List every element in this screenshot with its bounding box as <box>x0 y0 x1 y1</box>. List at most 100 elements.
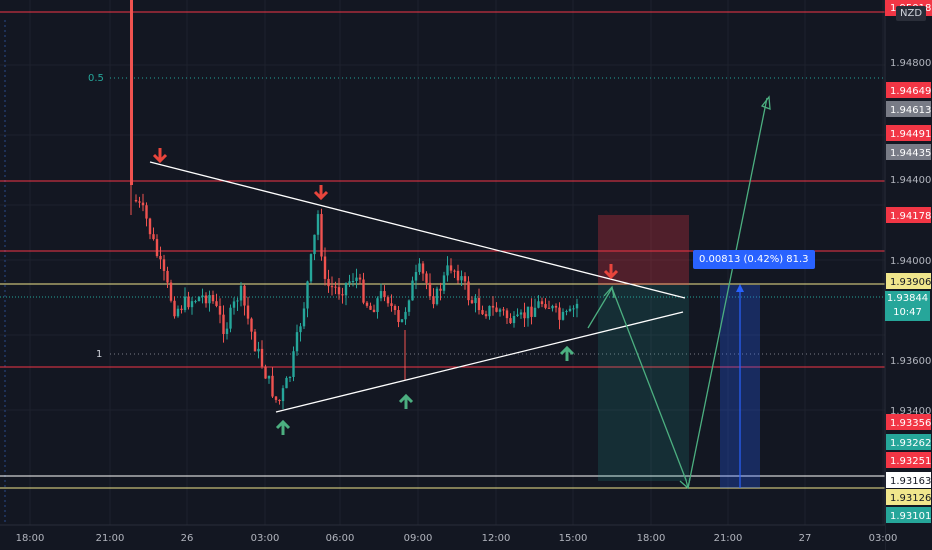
candle-body <box>197 296 201 302</box>
upper-trendline <box>149 161 686 299</box>
price-tag <box>886 414 931 430</box>
price-tag <box>886 82 931 98</box>
candle-body <box>400 319 404 323</box>
candle-body <box>509 318 512 324</box>
time-tick-label: 26 <box>181 533 194 544</box>
price-tag-label: 1.93251 <box>890 456 931 467</box>
time-axis-bg <box>0 525 885 550</box>
candle-body <box>386 297 390 304</box>
candle-body <box>236 300 239 302</box>
price-tag-label: 1.93356 <box>890 418 931 429</box>
candle-body <box>260 348 264 367</box>
price-tag <box>886 273 931 289</box>
grid-lines <box>0 0 885 525</box>
candle-body <box>421 263 425 274</box>
price-tag <box>886 452 931 468</box>
candle-body <box>477 297 481 311</box>
candle-body <box>484 314 488 317</box>
sell-arrow-head <box>313 190 329 201</box>
time-tick-label: 27 <box>799 533 812 544</box>
price-tag-label: 1.93101 <box>890 511 931 522</box>
candle-body <box>253 331 257 352</box>
price-tag <box>886 489 931 505</box>
candle-body <box>365 302 369 306</box>
candle-body <box>537 301 540 308</box>
candle-body <box>463 276 467 282</box>
candle-body <box>379 291 383 299</box>
candle-body <box>376 298 379 313</box>
price-tick-label: 1.94000 <box>890 256 931 267</box>
candle-body <box>281 388 285 402</box>
price-tag <box>886 101 931 117</box>
candle-body <box>558 307 561 320</box>
price-tag-label: 1.94435 <box>890 148 931 159</box>
candle-body <box>187 296 190 308</box>
candle-body <box>491 305 495 308</box>
candle-body <box>502 309 505 311</box>
candle-body <box>435 288 439 305</box>
candle-body <box>271 375 274 397</box>
time-tick-label: 15:00 <box>559 533 588 544</box>
candle-body <box>561 311 565 320</box>
candle-body <box>540 301 544 305</box>
candle-body <box>246 305 250 319</box>
price-axis: 1.948001.944001.940001.936001.934001.950… <box>884 0 932 550</box>
candle-body <box>232 301 236 308</box>
candle-body <box>495 307 498 312</box>
price-tag-label: 1.93262 <box>890 438 931 449</box>
candle-body <box>383 291 386 298</box>
projection-arrow-head <box>760 95 771 110</box>
candle-body <box>530 306 533 317</box>
price-tag <box>886 434 931 450</box>
buy-arrow-head <box>275 419 291 430</box>
candle-body <box>470 300 474 304</box>
candle-body <box>138 201 141 203</box>
time-tick-label: 18:00 <box>16 533 45 544</box>
price-tick-label: 1.93600 <box>890 356 931 367</box>
candle-body <box>285 377 288 389</box>
candle-body <box>309 254 313 282</box>
candle-body <box>358 277 362 280</box>
candle-body <box>516 314 519 317</box>
candle-body <box>180 308 183 311</box>
price-tag <box>886 125 931 141</box>
candle-body <box>498 309 502 312</box>
candle-body <box>404 311 407 320</box>
candle-body <box>316 214 320 235</box>
candle-body <box>239 285 243 301</box>
candle-body <box>159 255 162 260</box>
candle-body <box>211 295 215 302</box>
projection-path <box>587 286 689 489</box>
candle-body <box>425 273 428 283</box>
measure-label: 0.00813 (0.42%) 81.3 <box>693 250 815 269</box>
candle-body <box>162 259 166 271</box>
candle-body <box>369 305 372 310</box>
candle-body <box>190 301 194 308</box>
candle-body <box>141 202 145 206</box>
candle-body <box>222 314 225 334</box>
candle-body <box>176 308 180 317</box>
candle-body <box>446 265 449 276</box>
candle-body <box>278 399 281 402</box>
candle-body <box>372 309 376 313</box>
price-tag-label: 1.93126 <box>890 493 931 504</box>
fib-label-upper: 0.5 <box>88 73 104 84</box>
candle-body <box>337 287 341 295</box>
price-tag-label: 1.93163 <box>890 476 931 487</box>
candle-body <box>194 301 197 303</box>
candle-body <box>355 277 358 282</box>
candle-body <box>250 318 253 332</box>
candle-body <box>393 306 397 311</box>
candle-body <box>218 305 222 315</box>
projection-up <box>687 97 768 489</box>
candle-body <box>390 303 393 307</box>
candle-body <box>323 256 327 279</box>
fib-label-lower: 1 <box>96 349 102 360</box>
candle-body <box>295 332 299 352</box>
candle-body <box>302 308 306 327</box>
candle-body <box>225 328 229 334</box>
projection-arrow-mid <box>603 285 615 299</box>
current-price-label: 1.93844 <box>886 293 929 304</box>
sell-arrow-head <box>152 153 168 164</box>
